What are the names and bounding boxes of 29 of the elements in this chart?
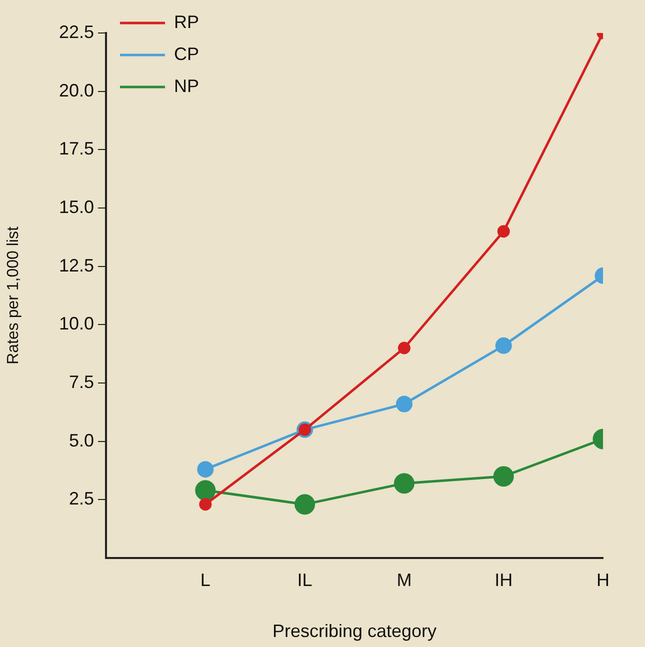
legend-label: CP: [174, 44, 200, 64]
point: [294, 494, 316, 515]
x-tick-label: L: [200, 570, 210, 590]
point: [497, 225, 510, 238]
point: [197, 461, 214, 478]
point: [199, 498, 212, 511]
y-tick-label: 17.5: [58, 138, 94, 159]
y-tick-label: 7.5: [68, 372, 94, 392]
point: [493, 466, 514, 487]
y-axis-title: Rates per 1,000 list: [5, 226, 22, 364]
x-tick-label: IH: [494, 570, 513, 590]
legend-label: RP: [174, 12, 200, 32]
y-tick-label: 15.0: [58, 196, 94, 217]
point: [396, 396, 412, 412]
y-tick-label: 5.0: [68, 430, 94, 450]
point: [394, 473, 414, 494]
x-tick-label: M: [396, 570, 412, 590]
legend-label: NP: [174, 76, 200, 96]
y-tick-label: 20.0: [58, 80, 94, 100]
x-tick-label: H: [596, 570, 610, 590]
y-tick-label: 10.0: [58, 314, 94, 334]
point: [398, 342, 410, 354]
y-tick-label: 12.5: [58, 255, 94, 276]
x-axis-title: Prescribing category: [272, 621, 437, 642]
x-tick-label: IL: [297, 570, 312, 590]
y-tick-label: 2.5: [68, 488, 94, 509]
y-tick-label: 22.5: [58, 22, 94, 42]
point: [195, 480, 216, 501]
point: [495, 337, 512, 354]
